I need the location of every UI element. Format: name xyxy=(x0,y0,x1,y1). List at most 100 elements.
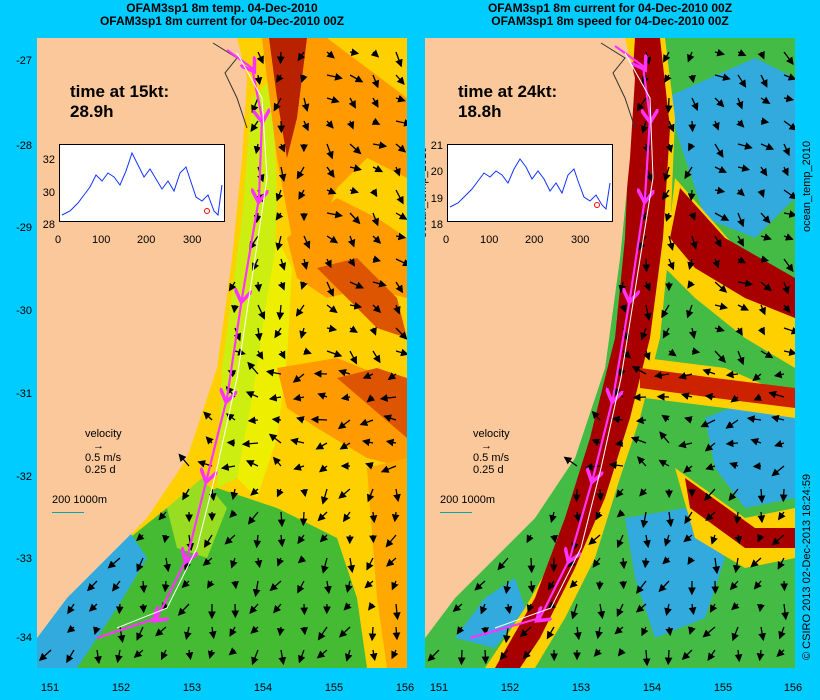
current-vector xyxy=(271,415,282,424)
current-vector xyxy=(349,350,357,365)
current-vector xyxy=(734,649,743,663)
current-vector xyxy=(712,557,721,575)
current-vector xyxy=(338,488,351,499)
current-vector xyxy=(155,626,167,637)
current-vector xyxy=(297,580,305,594)
current-vector xyxy=(773,370,785,379)
current-vector xyxy=(778,626,786,640)
temperature-map-panel: time at 15kt: 28.9h 32 30 28 0 100 200 3… xyxy=(37,38,407,668)
current-vector xyxy=(315,442,328,450)
current-vector xyxy=(750,557,762,568)
lat-tick-28: -28 xyxy=(16,140,32,152)
current-vector xyxy=(572,488,581,503)
current-vector xyxy=(546,626,555,640)
current-vector xyxy=(66,649,75,664)
current-vector xyxy=(349,48,360,57)
current-vector xyxy=(296,166,305,180)
current-vector xyxy=(731,626,739,642)
current-vector xyxy=(777,557,785,570)
current-vector xyxy=(395,143,407,153)
right-depth-scale: 200 1000m xyxy=(440,494,496,506)
current-vector xyxy=(347,258,356,267)
current-vector xyxy=(278,143,286,153)
current-vector xyxy=(380,465,397,473)
left-panel-title: OFAM3sp1 8m temp. 04-Dec-2010 OFAM3sp1 8… xyxy=(37,2,407,28)
current-vector xyxy=(372,165,384,173)
current-vector xyxy=(735,327,743,337)
lon-tick-left-153: 153 xyxy=(182,682,202,694)
current-vector xyxy=(317,511,328,522)
lat-tick-29: -29 xyxy=(16,222,32,234)
current-vector xyxy=(712,258,720,269)
current-vector xyxy=(349,143,362,155)
current-vector xyxy=(297,555,307,564)
current-vector xyxy=(395,74,405,85)
current-vector xyxy=(326,281,335,297)
current-vector xyxy=(395,281,404,294)
current-vector xyxy=(714,212,730,221)
current-vector xyxy=(753,580,762,590)
current-vector xyxy=(641,626,649,637)
side-label-copyright: © CSIRO 2013 02-Dec-2013 18:24:59 xyxy=(801,473,813,660)
left-title-line-2: OFAM3sp1 8m current for 04-Dec-2010 00Z xyxy=(99,14,345,28)
current-vector xyxy=(385,534,397,548)
right-inset-timeseries xyxy=(447,144,613,222)
current-vector xyxy=(231,580,239,590)
current-vector xyxy=(372,255,382,263)
lat-tick-30: -30 xyxy=(16,305,32,317)
current-vector xyxy=(395,119,407,127)
left-inset-ytick-30: 30 xyxy=(42,187,55,199)
current-vector xyxy=(66,624,76,633)
current-vector xyxy=(714,165,727,173)
current-vector xyxy=(300,603,309,616)
lat-tick-27: -27 xyxy=(16,55,32,67)
current-vector xyxy=(705,463,716,471)
current-vector xyxy=(642,649,651,667)
right-inset-xtick-300: 300 xyxy=(571,234,590,246)
current-vector xyxy=(780,580,789,592)
current-vector xyxy=(300,626,308,636)
left-time-value: 28.9h xyxy=(70,102,114,121)
current-vector xyxy=(678,372,693,380)
current-vector xyxy=(760,212,771,224)
current-vector xyxy=(730,394,740,403)
current-vector xyxy=(208,626,217,640)
lon-tick-left-156: 156 xyxy=(395,682,415,694)
current-vector xyxy=(709,603,718,613)
current-vector xyxy=(247,416,259,425)
current-vector xyxy=(301,120,309,132)
current-vector xyxy=(753,393,763,401)
current-vector xyxy=(658,459,670,468)
current-vector xyxy=(368,602,376,611)
left-velocity-legend: velocity → 0.5 m/s 0.25 d xyxy=(85,428,122,476)
current-vector xyxy=(161,580,170,593)
right-inset-ytick-20: 20 xyxy=(430,166,443,178)
current-vector xyxy=(757,511,766,524)
current-vector xyxy=(522,649,532,660)
current-vector xyxy=(783,233,794,241)
current-vector xyxy=(301,97,310,112)
current-vector xyxy=(760,350,774,359)
right-title-line-1: OFAM3sp1 8m current for 04-Dec-2010 00Z xyxy=(487,1,733,15)
current-vector xyxy=(614,626,624,635)
current-vector xyxy=(107,557,121,569)
temperature-field xyxy=(37,38,407,668)
current-vector xyxy=(292,373,305,383)
current-vector xyxy=(274,327,282,339)
current-vector xyxy=(781,166,789,177)
current-vector xyxy=(705,511,716,522)
current-vector xyxy=(207,649,216,659)
current-vector xyxy=(714,97,725,108)
current-vector xyxy=(662,327,671,339)
current-vector xyxy=(456,626,465,635)
current-vector xyxy=(663,166,671,182)
right-inset-xtick-200: 200 xyxy=(525,234,544,246)
current-vector xyxy=(139,580,148,594)
current-vector xyxy=(369,511,378,524)
current-vector xyxy=(342,511,351,523)
current-vector xyxy=(298,189,306,200)
lon-tick-right-155: 155 xyxy=(713,682,733,694)
current-vector xyxy=(595,580,604,591)
current-vector xyxy=(94,649,102,665)
lon-tick-right-152: 152 xyxy=(500,682,520,694)
